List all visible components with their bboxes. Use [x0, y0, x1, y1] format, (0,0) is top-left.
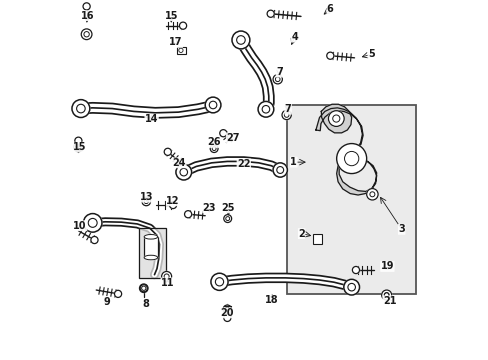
- Circle shape: [381, 290, 391, 300]
- Bar: [287, 105, 415, 294]
- Text: 18: 18: [264, 295, 278, 305]
- Text: 20: 20: [220, 308, 234, 318]
- Bar: [144, 237, 157, 257]
- Text: 12: 12: [166, 196, 180, 206]
- Circle shape: [352, 266, 359, 274]
- Circle shape: [366, 189, 377, 200]
- Text: 2: 2: [298, 229, 305, 239]
- Polygon shape: [321, 104, 351, 133]
- Text: 7: 7: [284, 104, 291, 114]
- Text: 17: 17: [169, 37, 183, 48]
- Circle shape: [81, 29, 92, 40]
- Circle shape: [83, 213, 102, 232]
- Text: 13: 13: [139, 192, 153, 202]
- Text: 15: 15: [164, 11, 178, 21]
- Circle shape: [328, 111, 344, 126]
- Circle shape: [142, 197, 150, 206]
- Circle shape: [176, 164, 191, 180]
- Bar: [176, 47, 185, 54]
- Text: 14: 14: [144, 114, 158, 124]
- Circle shape: [91, 237, 98, 244]
- Text: 10: 10: [73, 221, 87, 231]
- Circle shape: [231, 31, 249, 49]
- Bar: [144, 237, 157, 257]
- Polygon shape: [315, 108, 376, 195]
- Text: 23: 23: [203, 203, 216, 213]
- Circle shape: [210, 273, 227, 291]
- Circle shape: [266, 10, 274, 17]
- Circle shape: [72, 100, 90, 117]
- Bar: [312, 234, 322, 244]
- Circle shape: [140, 285, 147, 292]
- Circle shape: [343, 279, 359, 295]
- Text: 4: 4: [290, 32, 297, 42]
- Circle shape: [83, 3, 90, 10]
- Bar: [139, 228, 165, 278]
- Text: 8: 8: [142, 299, 149, 309]
- Circle shape: [224, 215, 231, 222]
- Circle shape: [162, 271, 171, 282]
- Circle shape: [114, 290, 122, 297]
- Circle shape: [258, 102, 273, 117]
- Circle shape: [326, 52, 333, 59]
- Text: 6: 6: [326, 4, 333, 14]
- Text: 3: 3: [398, 224, 404, 234]
- Text: 26: 26: [207, 138, 221, 148]
- Circle shape: [169, 202, 176, 208]
- Circle shape: [205, 97, 221, 113]
- Text: 27: 27: [226, 133, 239, 143]
- Text: 25: 25: [221, 203, 235, 213]
- Ellipse shape: [144, 255, 157, 260]
- Bar: [139, 228, 165, 278]
- Text: 15: 15: [73, 142, 86, 152]
- Circle shape: [184, 211, 191, 218]
- Circle shape: [74, 143, 83, 152]
- Text: 22: 22: [237, 159, 250, 169]
- Circle shape: [282, 111, 291, 120]
- Circle shape: [179, 22, 186, 29]
- Circle shape: [223, 305, 231, 314]
- Circle shape: [336, 144, 366, 174]
- Text: 11: 11: [161, 278, 174, 288]
- Circle shape: [210, 145, 218, 153]
- Ellipse shape: [144, 234, 157, 239]
- Bar: [176, 47, 185, 54]
- Text: 1: 1: [290, 157, 297, 167]
- Text: 16: 16: [81, 11, 94, 21]
- Text: 7: 7: [276, 67, 282, 77]
- Circle shape: [219, 130, 226, 137]
- Text: 24: 24: [172, 158, 186, 168]
- Circle shape: [272, 75, 282, 84]
- Circle shape: [164, 148, 171, 156]
- Circle shape: [272, 163, 287, 177]
- Circle shape: [224, 314, 230, 321]
- Text: 9: 9: [103, 297, 110, 307]
- Text: 5: 5: [367, 49, 374, 59]
- Circle shape: [139, 284, 148, 293]
- Bar: [312, 234, 322, 244]
- Text: 19: 19: [380, 261, 393, 271]
- Circle shape: [75, 137, 82, 144]
- Text: 21: 21: [382, 296, 395, 306]
